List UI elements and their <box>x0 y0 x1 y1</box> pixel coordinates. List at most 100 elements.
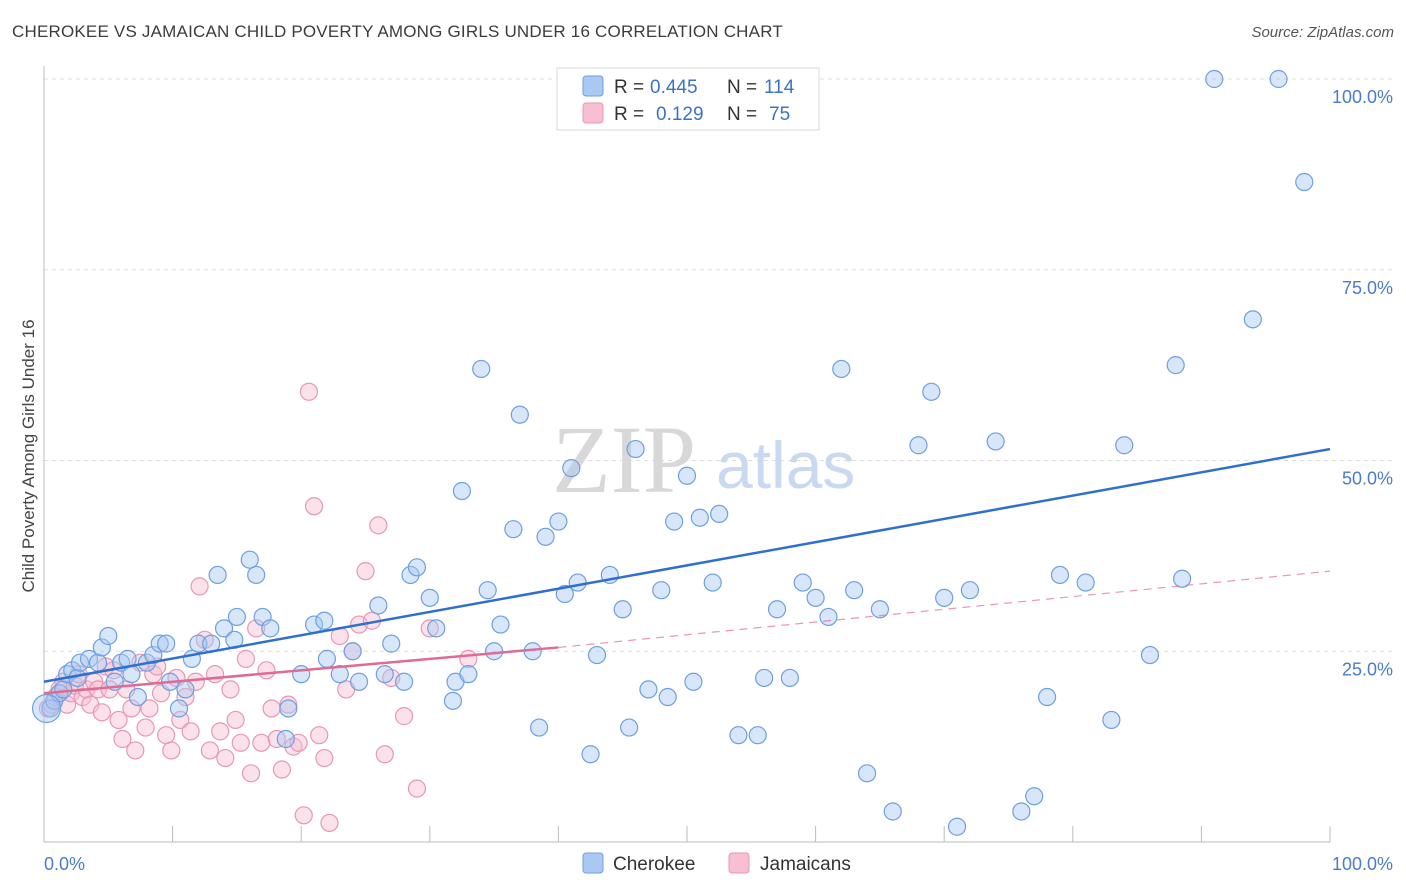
cherokee-point <box>1205 69 1224 89</box>
chart-title: CHEROKEE VS JAMAICAN CHILD POVERTY AMONG… <box>12 22 783 41</box>
cherokee-point <box>793 573 812 592</box>
jamaicans-point <box>186 672 205 691</box>
cherokee-point <box>1025 787 1044 806</box>
jamaicans-point <box>205 665 225 684</box>
jamaicans-legend-swatch <box>582 102 604 124</box>
jamaicans-point <box>140 699 159 718</box>
cherokee-point <box>261 619 280 638</box>
legend-r-label: R = <box>614 104 644 125</box>
cherokee-point <box>459 665 478 684</box>
jamaicans-trend-extension <box>558 570 1331 649</box>
jamaicans-point <box>216 748 235 768</box>
jamaicans-point <box>92 703 111 722</box>
cherokee-point <box>427 619 446 638</box>
chart-source: Source: ZipAtlas.com <box>1251 24 1394 41</box>
cherokee-point <box>806 588 825 607</box>
cherokee-point <box>54 680 73 699</box>
jamaicans-point <box>262 699 281 718</box>
watermark: ZIP atlas <box>552 406 855 513</box>
cherokee-point <box>472 359 491 379</box>
cherokee-point <box>581 745 600 764</box>
cherokee-point <box>315 611 334 630</box>
jamaicans-point <box>407 779 427 798</box>
cherokee-point <box>1166 356 1185 375</box>
cherokee-point <box>407 558 427 577</box>
y-tick-label: 100.0% <box>1332 87 1393 107</box>
cherokee-point <box>536 527 555 546</box>
y-tick-label: 25.0% <box>1342 659 1393 679</box>
cherokee-point <box>986 432 1005 451</box>
cherokee-point <box>555 584 574 604</box>
cherokee-point <box>150 634 169 653</box>
y-tick-label: 50.0% <box>1342 469 1393 489</box>
jamaicans-legend-label: Jamaicans <box>760 854 851 875</box>
cherokee-point <box>626 439 645 459</box>
jamaicans-points <box>38 382 478 833</box>
cherokee-point <box>79 649 99 668</box>
cherokee-point <box>549 512 568 531</box>
cherokee-point <box>1076 573 1095 592</box>
jamaicans-point <box>394 707 414 726</box>
trend-lines <box>43 447 1331 695</box>
jamaicans-point <box>320 813 339 833</box>
cherokee-point <box>247 565 266 585</box>
cherokee-point <box>452 481 472 501</box>
jamaicans-point <box>356 562 375 581</box>
cherokee-point <box>1012 802 1031 821</box>
jamaicans-point <box>136 718 155 737</box>
cherokee-point <box>1243 310 1262 329</box>
jamaicans-point <box>272 760 292 779</box>
cherokee-point <box>684 672 703 691</box>
cherokee-point <box>960 581 980 600</box>
cherokee-point <box>748 726 767 745</box>
cherokee-point <box>189 634 208 653</box>
cherokee-point <box>478 581 497 600</box>
jamaicans-point <box>310 726 329 745</box>
cherokee-point-cluster <box>31 693 62 724</box>
jamaicans-point <box>122 699 141 718</box>
jamaicans-point <box>247 619 266 638</box>
jamaicans-point <box>157 726 176 745</box>
jamaicans-point <box>459 649 478 668</box>
jamaicans-point <box>241 764 261 783</box>
x-tick-label: 0.0% <box>44 854 85 874</box>
cherokee-point <box>1269 69 1288 89</box>
jamaicans-point <box>279 695 298 714</box>
cherokee-point <box>1173 569 1192 588</box>
cherokee-point <box>369 596 388 615</box>
cherokee-point <box>703 573 722 592</box>
cherokee-points <box>31 69 1314 836</box>
cherokee-point <box>710 504 729 524</box>
cherokee-point <box>317 649 337 668</box>
jamaicans-point <box>211 722 230 741</box>
cherokee-point <box>401 565 420 585</box>
cherokee-point <box>1295 172 1314 192</box>
cherokee-point <box>276 729 295 749</box>
cherokee-point <box>382 634 401 653</box>
jamaicans-point <box>375 745 394 764</box>
jamaicans-point <box>315 748 334 768</box>
cherokee-point <box>157 634 176 653</box>
cherokee-point <box>485 642 504 661</box>
legend-r-value: 0.129 <box>656 104 704 125</box>
cherokee-point <box>343 642 362 661</box>
cherokee-point <box>620 718 639 737</box>
jamaicans-point <box>304 497 324 516</box>
jamaicans-point <box>109 710 128 730</box>
jamaicans-point <box>190 577 209 596</box>
y-axis-label: Child Poverty Among Girls Under 16 <box>19 319 38 592</box>
cherokee-point <box>613 600 632 619</box>
jamaicans-point <box>200 741 219 760</box>
cherokee-point <box>99 626 118 646</box>
jamaicans-point <box>299 382 319 401</box>
cherokee-point <box>767 600 787 619</box>
legend-n-label: N = <box>727 104 757 125</box>
jamaicans-point <box>420 619 439 638</box>
legend-n-label: N = <box>727 77 757 98</box>
jamaicans-swatch <box>728 852 750 874</box>
cherokee-point <box>394 672 414 691</box>
cherokee-point <box>587 645 607 665</box>
cherokee-point <box>92 638 111 657</box>
cherokee-point <box>568 573 587 592</box>
jamaicans-point <box>294 806 313 825</box>
